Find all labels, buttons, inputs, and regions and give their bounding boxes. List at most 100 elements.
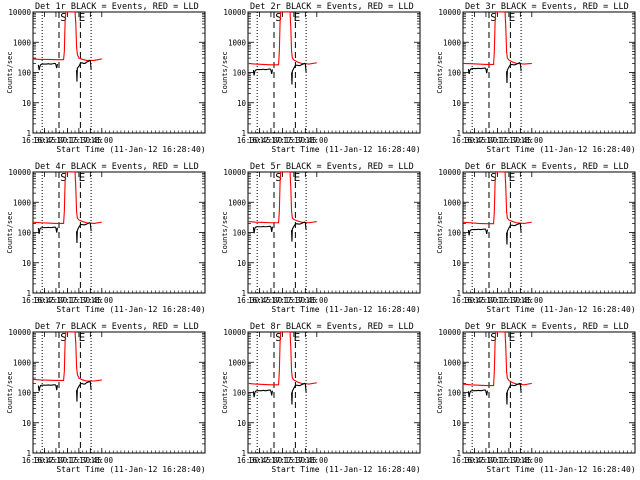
x-tick-label: 17:30 <box>498 296 521 305</box>
detector-panel-6: Det 6r BLACK = Events, RED = LLD 1 10 100 10… <box>436 162 636 314</box>
y-tick-label: 1 <box>456 289 461 298</box>
x-tick-label: 16:45 <box>33 296 56 305</box>
events-series-line <box>76 59 92 82</box>
y-tick-label: 1 <box>241 449 246 458</box>
x-tick-label: 16:45 <box>33 136 56 145</box>
x-tick-label: 17:45 <box>294 296 317 305</box>
lld-series-line <box>463 172 532 225</box>
x-tick-label: 17:45 <box>79 296 102 305</box>
y-tick-label: 10000 <box>438 328 461 337</box>
events-series-line <box>37 384 59 392</box>
x-axis-label: Start Time (11-Jan-12 16:28:40) <box>486 145 635 154</box>
series-layer <box>248 332 317 405</box>
y-tick-label: 10 <box>452 259 462 268</box>
series-layer <box>248 12 317 85</box>
y-tick-label: 1000 <box>13 198 32 207</box>
detector-panel-1: Det 1r BLACK = Events, RED = LLD 1 10 100 10… <box>6 2 206 154</box>
x-tick-label: 17:30 <box>283 296 306 305</box>
events-series-line <box>37 62 59 71</box>
x-tick-label: 18:00 <box>91 296 114 305</box>
y-axis-label: Counts/sec <box>221 211 229 253</box>
x-tick-label: 17:15 <box>486 456 509 465</box>
detector-panel-9: Det 9r BLACK = Events, RED = LLD 1 10 100 10… <box>436 322 636 474</box>
x-tick-label: 17:30 <box>68 136 91 145</box>
x-tick-label: 18:00 <box>306 136 329 145</box>
lld-series-line <box>248 12 317 66</box>
end-marker: E <box>509 11 516 24</box>
start-marker: S <box>490 171 497 184</box>
x-tick-label: 17:45 <box>79 456 102 465</box>
x-tick-label: 17:15 <box>56 136 79 145</box>
lld-series-line <box>33 12 102 62</box>
panel-title: Det 3r BLACK = Events, RED = LLD <box>465 2 629 12</box>
detector-panel-8: Det 8r BLACK = Events, RED = LLD 1 10 100 10… <box>221 322 421 474</box>
y-tick-label: 10 <box>237 419 247 428</box>
x-tick-label: 17:00 <box>45 456 68 465</box>
x-tick-label: 17:15 <box>271 296 294 305</box>
events-series-line <box>291 62 307 85</box>
y-tick-label: 10 <box>237 99 247 108</box>
events-series-line <box>291 221 307 242</box>
y-axis-label: Counts/sec <box>6 51 14 93</box>
x-tick-label: 16:30 <box>22 136 45 145</box>
series-layer <box>33 332 102 402</box>
x-tick-label: 17:30 <box>498 456 521 465</box>
series-layer <box>463 12 532 84</box>
x-tick-label: 18:00 <box>91 136 114 145</box>
x-tick-label: 17:45 <box>509 456 532 465</box>
end-marker: E <box>509 171 516 184</box>
events-series-line <box>76 380 92 402</box>
panel-title: Det 6r BLACK = Events, RED = LLD <box>465 162 629 172</box>
lld-series-line <box>463 332 532 387</box>
detector-panel-4: Det 4r BLACK = Events, RED = LLD 1 10 100 10… <box>6 162 206 314</box>
events-series-line <box>467 228 489 236</box>
y-tick-label: 10 <box>452 99 462 108</box>
x-tick-label: 17:30 <box>283 456 306 465</box>
x-tick-label: 17:30 <box>498 136 521 145</box>
panel-title: Det 2r BLACK = Events, RED = LLD <box>250 2 414 12</box>
detector-panel-3: Det 3r BLACK = Events, RED = LLD 1 10 100 10… <box>436 2 636 154</box>
y-tick-label: 10000 <box>8 328 31 337</box>
end-marker: E <box>294 331 301 344</box>
x-tick-label: 16:30 <box>452 456 475 465</box>
events-series-line <box>506 382 522 405</box>
y-tick-label: 10000 <box>223 168 246 177</box>
x-tick-label: 16:30 <box>22 296 45 305</box>
panel-title: Det 8r BLACK = Events, RED = LLD <box>250 322 414 332</box>
x-tick-label: 17:15 <box>271 456 294 465</box>
panel-title: Det 9r BLACK = Events, RED = LLD <box>465 322 629 332</box>
y-tick-label: 1 <box>26 129 31 138</box>
events-series-line <box>76 222 92 244</box>
events-series-line <box>252 389 274 398</box>
events-series-line <box>506 62 522 84</box>
events-series-line <box>252 68 274 76</box>
y-tick-label: 1000 <box>228 38 247 47</box>
y-axis-label: Counts/sec <box>436 211 444 253</box>
x-tick-label: 16:45 <box>463 456 486 465</box>
lld-series-line <box>463 12 532 65</box>
y-tick-label: 1000 <box>228 358 247 367</box>
y-tick-label: 100 <box>17 69 31 78</box>
x-tick-label: 17:30 <box>68 296 91 305</box>
detector-panel-7: Det 7r BLACK = Events, RED = LLD 1 10 100 10… <box>6 322 206 474</box>
x-axis-label: Start Time (11-Jan-12 16:28:40) <box>56 305 205 314</box>
x-axis-label: Start Time (11-Jan-12 16:28:40) <box>486 465 635 474</box>
x-tick-label: 16:45 <box>248 456 271 465</box>
lld-series-line <box>33 172 102 224</box>
y-tick-label: 10000 <box>223 8 246 17</box>
x-tick-label: 17:45 <box>509 136 532 145</box>
x-tick-label: 17:00 <box>260 136 283 145</box>
x-tick-label: 17:45 <box>509 296 532 305</box>
y-tick-label: 10000 <box>223 328 246 337</box>
x-tick-label: 16:30 <box>237 296 260 305</box>
start-marker: S <box>490 11 497 24</box>
events-series-line <box>506 222 522 245</box>
y-tick-label: 1 <box>241 129 246 138</box>
y-tick-label: 1 <box>26 289 31 298</box>
x-tick-label: 18:00 <box>306 296 329 305</box>
x-tick-label: 16:45 <box>33 456 56 465</box>
y-tick-label: 1000 <box>228 198 247 207</box>
y-tick-label: 100 <box>17 229 31 238</box>
y-tick-label: 10 <box>452 419 462 428</box>
